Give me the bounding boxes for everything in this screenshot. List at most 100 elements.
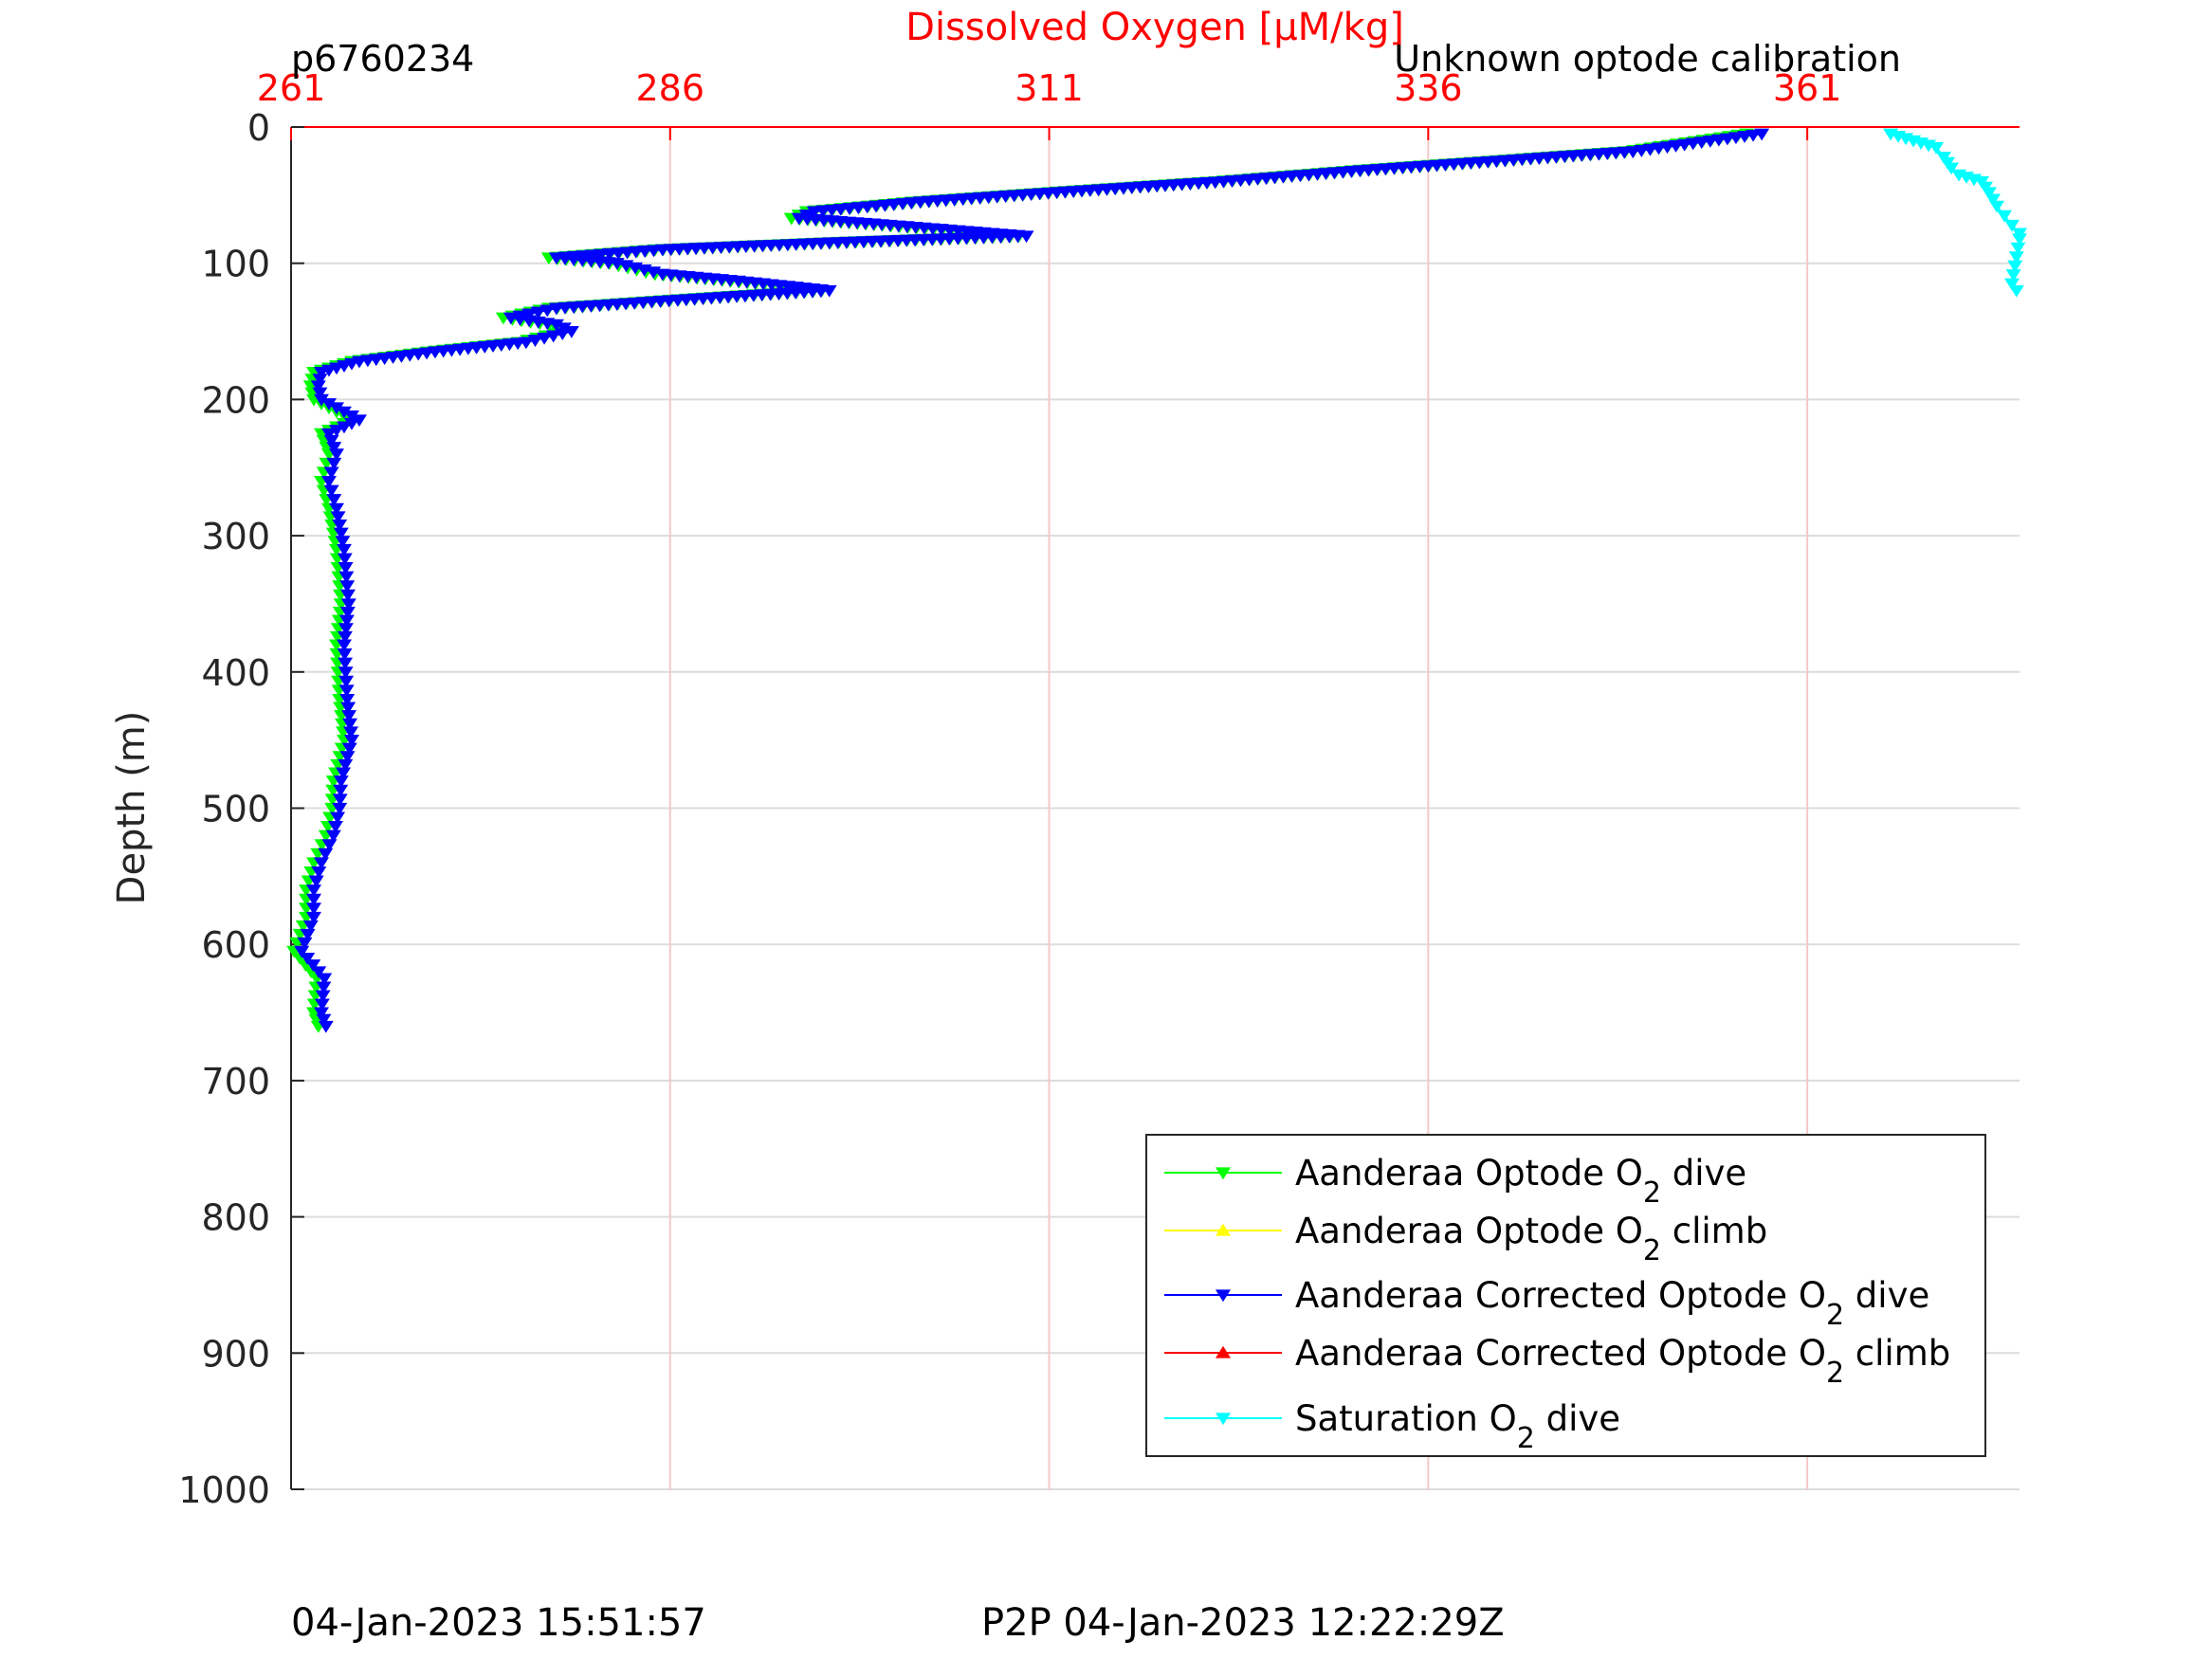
series-marker — [330, 511, 346, 524]
series-marker — [314, 998, 330, 1012]
y-tick-label: 600 — [201, 924, 270, 966]
series-marker — [1929, 141, 1945, 155]
series-marker — [305, 911, 321, 924]
series-marker — [326, 494, 342, 506]
legend-box — [1145, 1134, 1986, 1457]
series-marker — [305, 959, 321, 972]
series-marker — [338, 657, 354, 670]
series-marker — [305, 893, 321, 906]
series-marker — [2004, 219, 2020, 232]
series-marker — [328, 425, 344, 437]
legend-entry: Aanderaa Corrected Optode O2 climb — [1164, 1333, 1950, 1390]
series-marker — [338, 758, 354, 772]
series-marker — [318, 1020, 334, 1033]
series-marker — [2008, 284, 2024, 298]
legend-entry: Saturation O2 dive — [1164, 1398, 1620, 1455]
series-marker — [300, 928, 316, 941]
series-marker — [343, 735, 359, 747]
series-marker — [338, 623, 354, 636]
series-marker — [806, 206, 822, 219]
legend-swatch-marker — [1216, 1345, 1231, 1358]
series-marker — [333, 775, 349, 788]
series-marker — [338, 562, 354, 574]
series-marker — [1997, 210, 2013, 223]
legend-label: Aanderaa Optode O2 climb — [1295, 1211, 1767, 1267]
legend-label: Saturation O2 dive — [1295, 1398, 1620, 1455]
series-marker — [351, 414, 367, 428]
series-marker — [1982, 187, 1998, 200]
series-marker — [336, 421, 352, 434]
series-marker — [1944, 162, 1960, 175]
x-axis-ticks: 261 286 311 336 361 — [257, 67, 1841, 140]
series-marker — [340, 598, 356, 611]
series-marker — [326, 457, 342, 470]
legend-label: Aanderaa Corrected Optode O2 dive — [1295, 1275, 1929, 1332]
legend-label-subscript: 2 — [1643, 1176, 1661, 1210]
p2p-timestamp: P2P 04-Jan-2023 12:22:29Z — [981, 1601, 1505, 1645]
series-marker — [311, 866, 327, 879]
profile-id: p6760234 — [291, 38, 474, 80]
series-marker — [325, 830, 341, 843]
series-marker — [338, 684, 355, 698]
series-marker — [320, 476, 337, 488]
series-marker — [333, 527, 349, 540]
series-marker — [2010, 242, 2026, 255]
series-marker — [2005, 269, 2021, 282]
series-marker — [312, 387, 328, 400]
chart-title: Dissolved Oxygen [μM/kg] — [905, 6, 1404, 49]
y-tick-label: 0 — [247, 107, 270, 149]
series-marker — [316, 1013, 332, 1027]
series-marker — [317, 973, 333, 986]
legend-swatch-marker — [1216, 1289, 1231, 1303]
legend-swatch-marker — [1216, 1223, 1231, 1236]
series-marker — [343, 417, 359, 430]
series-marker — [328, 402, 344, 415]
series-marker — [333, 784, 349, 797]
grid — [291, 127, 2020, 1490]
series-marker — [313, 857, 329, 870]
series-marker — [336, 767, 352, 780]
plot-area — [286, 128, 2027, 1033]
series-marker — [338, 614, 355, 628]
series-marker — [2012, 233, 2027, 246]
series-marker — [1989, 200, 2005, 213]
series-marker — [328, 448, 344, 462]
legend-label-main: Saturation O — [1295, 1398, 1517, 1439]
series-marker — [343, 726, 359, 739]
y-tick-label: 100 — [201, 244, 270, 285]
series-5 — [1883, 128, 2027, 298]
series-marker — [2007, 260, 2023, 273]
series-marker — [320, 428, 337, 441]
y-tick-label: 800 — [201, 1197, 270, 1239]
series-marker — [326, 442, 342, 454]
series-marker — [302, 920, 319, 933]
series-marker — [339, 589, 356, 602]
series-marker — [336, 639, 352, 652]
series-marker — [308, 875, 324, 888]
series-marker — [323, 466, 339, 480]
y-tick-label: 200 — [201, 379, 270, 421]
series-marker — [320, 398, 337, 410]
series-marker — [311, 966, 327, 979]
series-marker — [313, 393, 329, 407]
series-marker — [323, 484, 339, 498]
series-marker — [339, 751, 356, 764]
series-marker — [310, 380, 326, 393]
legend-entry: Aanderaa Optode O2 climb — [1164, 1211, 1767, 1267]
x-tick-label: 311 — [1015, 67, 1084, 109]
series-marker — [328, 502, 344, 516]
series-marker — [332, 802, 348, 815]
series-marker — [321, 839, 338, 852]
series-marker — [340, 702, 356, 715]
legend-label-suffix: dive — [1535, 1398, 1620, 1439]
calibration-note: Unknown optode calibration — [1394, 38, 1901, 80]
series-marker — [337, 553, 353, 566]
y-axis-label: Depth (m) — [110, 711, 154, 905]
series-marker — [548, 319, 564, 332]
series-marker — [294, 945, 310, 958]
legend-label-main: Aanderaa Optode O — [1295, 1153, 1643, 1194]
series-marker — [341, 742, 357, 756]
y-tick-label: 300 — [201, 516, 270, 557]
x-tick-label: 261 — [257, 67, 326, 109]
